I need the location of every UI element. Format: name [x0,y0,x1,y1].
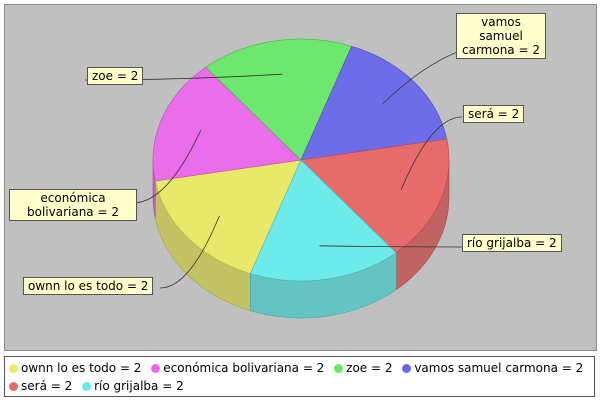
pie-slice-5 [249,159,397,282]
plot-area: ownn lo es todo = 2 económica bolivarian… [4,4,597,351]
legend-swatch [82,382,92,391]
legend-swatch [151,364,161,373]
legend-label: vamos samuel carmona = 2 [414,361,584,375]
legend-swatch [9,364,18,373]
legend-swatch [9,382,18,391]
leader-line-1 [132,130,202,204]
legend-item-economica-bolivariana: económica bolivariana = 2 [151,359,324,377]
legend: ownn lo es todo = 2 económica bolivarian… [4,356,595,397]
legend-label: ownn lo es todo = 2 [21,361,142,375]
callout-ownn-lo-es-todo: ownn lo es todo = 2 [23,277,154,295]
callout-vamos-samuel-carmona: vamos samuel carmona = 2 [456,13,546,59]
pie-slice-0 [154,159,302,275]
leader-line-4 [400,116,463,190]
leader-line-5 [319,245,463,248]
legend-item-rio-grijalba: río grijalba = 2 [82,377,184,395]
legend-swatch [334,364,344,373]
legend-swatch [402,364,412,373]
pie-slice-1 [152,66,302,182]
legend-item-zoe: zoe = 2 [334,359,393,377]
leader-line-0 [159,215,220,289]
legend-label: zoe = 2 [346,361,393,375]
callout-economica-bolivariana: económica bolivariana = 2 [9,189,137,221]
callout-zoe: zoe = 2 [87,67,144,85]
pie-slice-4 [300,138,450,254]
legend-item-vamos-samuel-carmona: vamos samuel carmona = 2 [402,359,583,377]
legend-label: económica bolivariana = 2 [163,361,325,375]
legend-label: río grijalba = 2 [94,379,184,393]
legend-item-sera: será = 2 [9,377,72,395]
callout-rio-grijalba: río grijalba = 2 [462,234,562,252]
pie-chart [84,38,512,319]
pie-slice-2 [205,38,353,161]
legend-label: será = 2 [21,379,73,393]
legend-item-ownn-lo-es-todo: ownn lo es todo = 2 [9,359,141,377]
callout-sera: será = 2 [463,105,525,123]
pie-slice-3 [300,45,448,161]
